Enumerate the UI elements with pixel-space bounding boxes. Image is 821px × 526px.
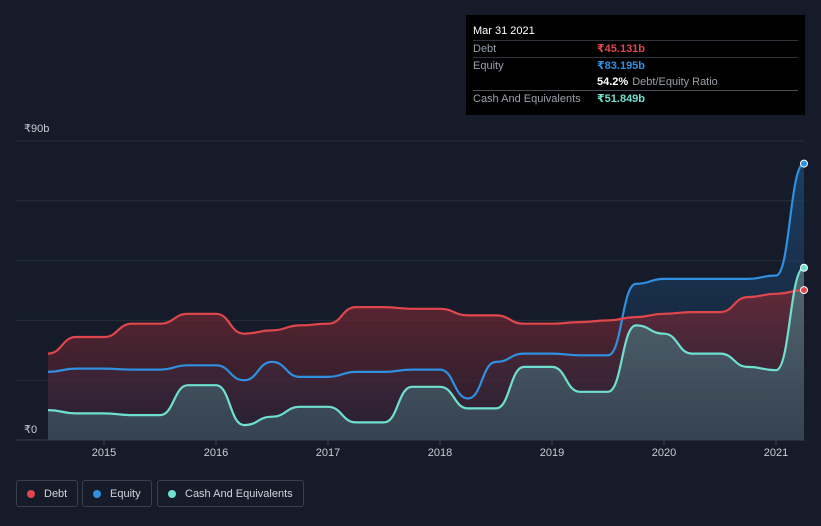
equity-end-point [800,159,808,168]
tooltip-ratio-label: Debt/Equity Ratio [632,76,718,88]
tooltip-debt-label: Debt [473,43,497,55]
debt-line [47,289,805,355]
equity-legend-dot [93,489,101,498]
tooltip-row-ratio: 54.2% Debt/Equity Ratio [473,74,798,90]
series-areas [48,163,804,440]
tooltip-debt-value: ₹45.131b [597,43,646,55]
tooltip-row-equity: Equity ₹83.195b [473,57,798,74]
debt-legend-dot [27,489,35,498]
x-tick-label: 2018 [428,447,452,459]
x-tick-label: 2017 [316,447,340,459]
tooltip-date: Mar 31 2021 [473,25,535,37]
cash-end-point [800,263,808,272]
x-tick-label: 2021 [764,447,788,459]
legend-item-debt[interactable]: Debt [16,480,79,507]
y-tick-label: ₹0 [24,424,37,436]
legend-debt-label: Debt [44,487,68,500]
cash-legend-dot [168,489,176,498]
hover-tooltip: Mar 31 2021 Debt ₹45.131b Equity ₹83.195… [466,15,805,115]
tooltip-cash-label: Cash And Equivalents [473,93,581,105]
x-axis-labels: 2015 2016 2017 2018 2019 2020 2021 [92,440,788,459]
equity-line [47,162,805,400]
tooltip-row-debt: Debt ₹45.131b [473,40,798,57]
tooltip-equity-label: Equity [473,60,504,72]
tooltip-equity-value: ₹83.195b [597,60,646,72]
x-tick-label: 2015 [92,447,116,459]
y-tick-label: ₹90b [24,123,49,135]
y-axis-labels: ₹90b ₹0 [24,123,49,436]
legend-item-equity[interactable]: Equity [82,480,152,507]
tooltip-cash-value: ₹51.849b [597,93,646,105]
legend-cash-label: Cash And Equivalents [185,487,293,500]
cash-line [47,266,805,427]
end-markers [800,159,808,295]
tooltip-ratio-value: 54.2% [597,76,629,88]
tooltip-row-cash: Cash And Equivalents ₹51.849b [473,90,798,107]
x-tick-label: 2019 [540,447,564,459]
debt-end-point [800,286,808,295]
legend-item-cash[interactable]: Cash And Equivalents [157,480,304,507]
legend-equity-label: Equity [110,487,141,500]
series-lines [47,162,805,427]
x-tick-label: 2020 [652,447,676,459]
cash-area [48,267,804,440]
x-tick-label: 2016 [204,447,228,459]
